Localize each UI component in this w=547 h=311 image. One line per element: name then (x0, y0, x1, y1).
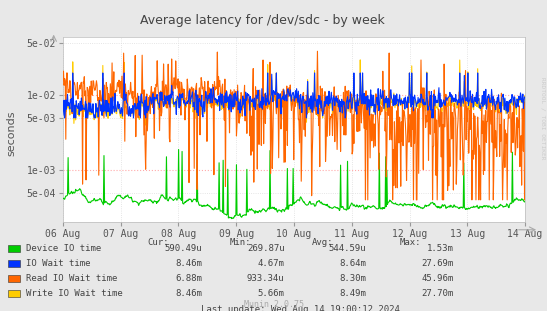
Text: Avg:: Avg: (312, 238, 333, 247)
Text: RRDTOOL / TOBI OETIKER: RRDTOOL / TOBI OETIKER (541, 77, 546, 160)
Text: Munin 2.0.75: Munin 2.0.75 (243, 300, 304, 309)
Text: 269.87u: 269.87u (247, 244, 284, 253)
Text: Average latency for /dev/sdc - by week: Average latency for /dev/sdc - by week (140, 14, 385, 27)
Text: Device IO time: Device IO time (26, 244, 102, 253)
Text: 590.49u: 590.49u (165, 244, 202, 253)
Text: Cur:: Cur: (148, 238, 169, 247)
Text: 8.30m: 8.30m (340, 274, 366, 283)
Text: seconds: seconds (6, 111, 16, 156)
Text: Read IO Wait time: Read IO Wait time (26, 274, 118, 283)
Text: 4.67m: 4.67m (258, 259, 284, 268)
Text: 27.70m: 27.70m (422, 289, 454, 298)
Text: 8.64m: 8.64m (340, 259, 366, 268)
Text: 933.34u: 933.34u (247, 274, 284, 283)
Text: 544.59u: 544.59u (329, 244, 366, 253)
Text: 5.66m: 5.66m (258, 289, 284, 298)
Text: Last update: Wed Aug 14 19:00:12 2024: Last update: Wed Aug 14 19:00:12 2024 (201, 305, 400, 311)
Text: Write IO Wait time: Write IO Wait time (26, 289, 123, 298)
Text: 8.49m: 8.49m (340, 289, 366, 298)
Text: 27.69m: 27.69m (422, 259, 454, 268)
Text: 1.53m: 1.53m (427, 244, 454, 253)
Text: 6.88m: 6.88m (176, 274, 202, 283)
Text: 8.46m: 8.46m (176, 259, 202, 268)
Text: 45.96m: 45.96m (422, 274, 454, 283)
Text: 8.46m: 8.46m (176, 289, 202, 298)
Text: Min:: Min: (230, 238, 251, 247)
Text: Max:: Max: (399, 238, 421, 247)
Text: IO Wait time: IO Wait time (26, 259, 91, 268)
